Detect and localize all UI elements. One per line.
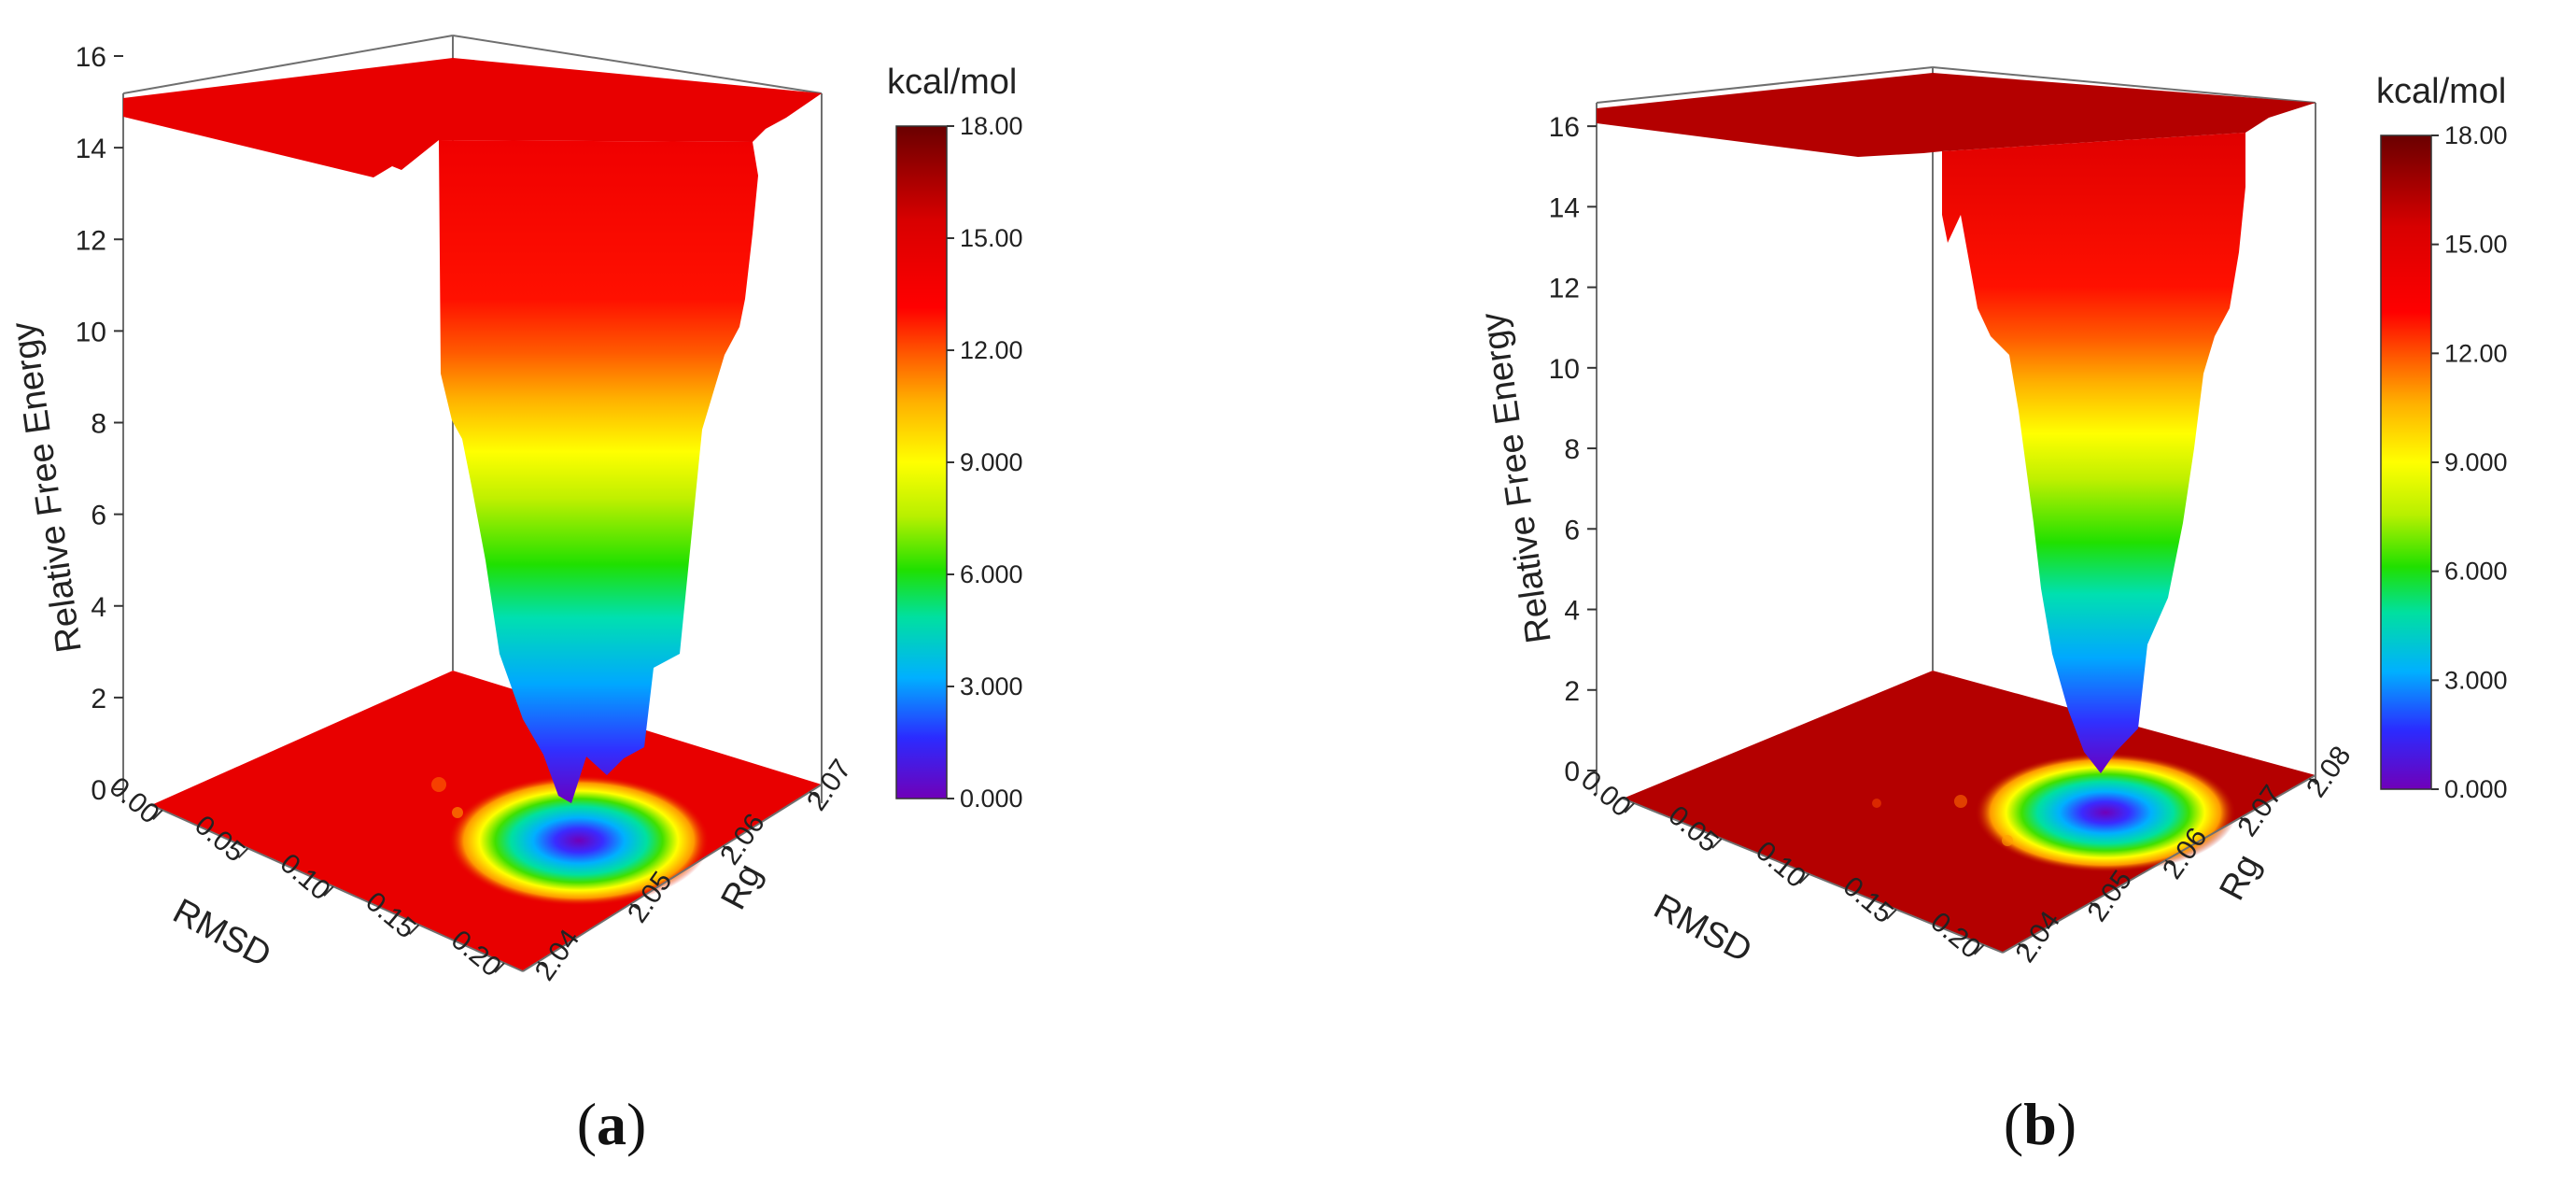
panel-a-plateau — [123, 58, 822, 177]
z-tick-label: 8 — [1564, 434, 1580, 465]
z-tick-label: 4 — [1564, 596, 1580, 627]
y-tick-label: 2.08 — [2301, 741, 2358, 803]
colorbar-tick-label: 9.000 — [2444, 448, 2508, 476]
x-tick-mark — [1711, 838, 1723, 849]
z-tick-label: 2 — [91, 684, 106, 714]
x-tick-mark — [1973, 944, 1985, 955]
panel-b-floor — [1623, 671, 2316, 953]
y-tick-mark — [2308, 777, 2319, 785]
z-tick-label: 10 — [76, 317, 106, 347]
z-tick-label: 2 — [1564, 676, 1580, 707]
panel-a-z-ticks: 0 2 4 6 8 10 12 14 16 — [76, 42, 123, 806]
colorbar-tick-label: 18.00 — [960, 112, 1023, 140]
colorbar-tick-label: 3.000 — [2444, 666, 2508, 694]
colorbar-tick-label: 12.00 — [960, 336, 1023, 364]
z-tick-label: 16 — [76, 42, 106, 73]
colorbar-tick-label: 3.000 — [960, 672, 1023, 700]
z-tick-label: 12 — [1549, 274, 1580, 304]
colorbar-tick-label: 12.00 — [2444, 339, 2508, 367]
y-tick-label: 2.07 — [801, 754, 858, 816]
z-tick-label: 16 — [1549, 112, 1580, 143]
colorbar-tick-label: 15.00 — [2444, 231, 2508, 259]
panel-a-y-axis-label: Rg — [713, 857, 769, 916]
z-tick-label: 10 — [1549, 354, 1580, 385]
colorbar-tick-label: 6.000 — [960, 560, 1023, 588]
panel-b-label-letter: b — [2023, 1091, 2057, 1157]
panel-b-colorbar-ticks: 0.000 3.000 6.000 9.000 12.00 15.00 18.00 — [2431, 121, 2508, 803]
panel-a-x-axis-label: RMSD — [166, 892, 277, 976]
colorbar-tick-label: 18.00 — [2444, 121, 2508, 149]
z-tick-label: 12 — [76, 225, 106, 256]
z-tick-label: 0 — [1564, 757, 1580, 787]
x-tick-mark — [408, 924, 420, 935]
colorbar-tick-label: 15.00 — [960, 224, 1023, 252]
panel-a-colorbar — [895, 125, 948, 799]
z-tick-label: 14 — [1549, 192, 1580, 223]
y-tick-mark — [722, 845, 733, 853]
panel-a-label: (a) — [577, 1091, 647, 1157]
y-tick-mark — [2240, 816, 2251, 825]
y-tick-mark — [537, 961, 548, 969]
panel-a-label-letter: a — [597, 1091, 626, 1157]
x-tick-mark — [237, 847, 249, 858]
x-tick-label: 0.00 — [1575, 765, 1637, 824]
z-tick-label: 6 — [1564, 515, 1580, 545]
z-tick-label: 6 — [91, 501, 106, 531]
colorbar-tick-label: 0.000 — [960, 785, 1023, 813]
panel-a-colorbar-unit: kcal/mol — [887, 63, 1017, 102]
panel-b-z-axis-label: Relative Free Energy — [1473, 310, 1558, 645]
x-tick-mark — [1798, 873, 1810, 884]
panel-b-x-axis-label: RMSD — [1647, 887, 1758, 971]
z-tick-label: 8 — [91, 409, 106, 440]
panel-b-colorbar — [2380, 134, 2432, 790]
y-tick-mark — [2018, 942, 2029, 951]
x-tick-mark — [494, 962, 505, 973]
panel-b-colorbar-unit: kcal/mol — [2376, 72, 2506, 111]
colorbar-tick-label: 0.000 — [2444, 775, 2508, 803]
z-tick-label: 14 — [76, 134, 106, 164]
y-tick-mark — [629, 903, 640, 911]
panel-b-label: (b) — [2004, 1091, 2076, 1157]
panel-a-floor-minimum — [448, 775, 710, 906]
panel-b-floor-minimum — [1975, 753, 2236, 872]
x-tick-mark — [323, 885, 334, 897]
panel-b-energy-well — [1942, 133, 2245, 773]
y-tick-mark — [809, 791, 820, 799]
y-tick-mark — [2164, 859, 2175, 868]
y-tick-mark — [2090, 901, 2101, 910]
x-tick-label: 0.00 — [104, 771, 165, 830]
x-tick-mark — [1624, 802, 1635, 813]
panel-b-y-axis-label: Rg — [2212, 848, 2268, 907]
panel-a-energy-well — [439, 140, 758, 803]
x-tick-mark — [152, 809, 163, 821]
panel-a-colorbar-ticks: 0.000 3.000 6.000 9.000 12.00 15.00 18.00 — [947, 112, 1023, 813]
panel-a-z-axis-label: Relative Free Energy — [4, 319, 89, 655]
panel-b-z-ticks: 0 2 4 6 8 10 12 14 16 — [1549, 112, 1597, 787]
panel-b-plateau — [1597, 73, 2316, 157]
colorbar-tick-label: 6.000 — [2444, 558, 2508, 586]
colorbar-tick-label: 9.000 — [960, 448, 1023, 476]
x-tick-mark — [1886, 909, 1897, 920]
z-tick-label: 0 — [91, 775, 106, 806]
z-tick-label: 4 — [91, 592, 106, 623]
